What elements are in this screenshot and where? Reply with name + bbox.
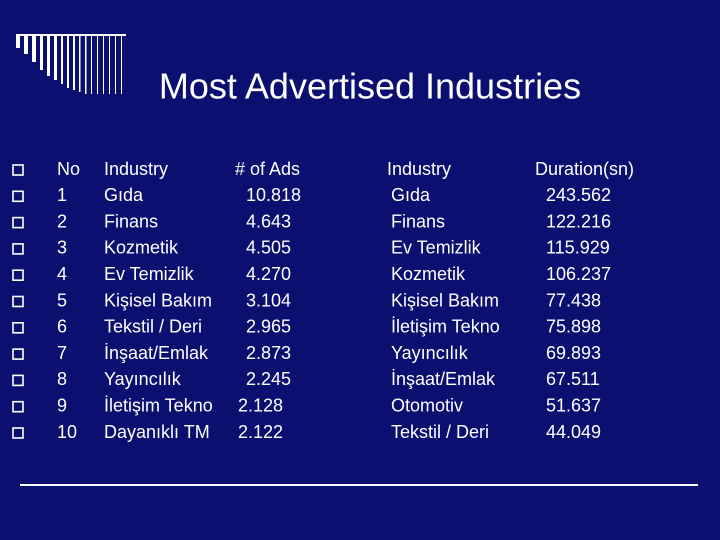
bullet xyxy=(12,400,24,413)
ad-count-cell: 2.965 xyxy=(246,317,291,337)
ad-count-cell: 4.505 xyxy=(246,238,291,258)
ad-count-cell: 4.270 xyxy=(246,264,291,284)
bullet xyxy=(12,348,24,360)
duration-cell: 243.562 xyxy=(546,185,611,205)
industry-cell: Gıda xyxy=(391,185,431,205)
column-header: Industry xyxy=(387,159,451,179)
rank-cell: 1 xyxy=(57,185,67,205)
column-header: Duration(sn) xyxy=(535,159,634,179)
ad-count-cell: 2.873 xyxy=(246,343,291,363)
rank-cell: 10 xyxy=(57,422,77,442)
bullet xyxy=(12,295,24,308)
industry-cell: Kişisel Bakım xyxy=(104,290,212,310)
industry-cell: Tekstil / Deri xyxy=(391,422,489,442)
decoration xyxy=(16,34,126,94)
industry-cell: Finans xyxy=(391,211,445,231)
duration-cell: 44.049 xyxy=(546,422,601,442)
rank-cell: 4 xyxy=(57,264,67,284)
industry-cell: Otomotiv xyxy=(391,395,463,415)
ad-count-cell: 2.245 xyxy=(246,369,291,389)
bullet xyxy=(12,269,24,282)
column-header: # of Ads xyxy=(235,159,300,179)
ad-count-cell: 4.643 xyxy=(246,211,291,231)
industry-cell: Kozmetik xyxy=(391,264,466,284)
industry-cell: Yayıncılık xyxy=(104,369,182,389)
duration-cell: 69.893 xyxy=(546,343,601,363)
ad-count-cell: 2.128 xyxy=(238,395,283,415)
ad-count-cell: 2.122 xyxy=(238,422,283,442)
industry-cell: İletişim Tekno xyxy=(104,395,213,415)
industry-cell: Gıda xyxy=(104,185,144,205)
bullet xyxy=(12,190,24,203)
duration-cell: 122.216 xyxy=(546,211,611,231)
rank-cell: 5 xyxy=(57,290,67,310)
rank-cell: 3 xyxy=(57,238,67,258)
bullet xyxy=(12,243,24,255)
table: No Industry # of Ads Industry Duration(sn) 1 G… xyxy=(12,159,634,442)
industry-cell: İnşaat/Emlak xyxy=(391,369,496,389)
ad-count-cell: 10.818 xyxy=(246,185,301,205)
duration-cell: 75.898 xyxy=(546,317,601,337)
column-header: No xyxy=(57,159,80,179)
bullet xyxy=(12,374,24,387)
industry-cell: Dayanıklı TM xyxy=(104,422,210,442)
rank-cell: 7 xyxy=(57,343,67,363)
industry-cell: Kişisel Bakım xyxy=(391,290,499,310)
rank-cell: 8 xyxy=(57,369,67,389)
slide-title: Most Advertised Industries xyxy=(159,66,581,107)
rank-cell: 9 xyxy=(57,395,67,415)
bullet xyxy=(12,164,24,176)
duration-cell: 106.237 xyxy=(546,264,611,284)
industry-cell: İnşaat/Emlak xyxy=(104,343,209,363)
bullet xyxy=(12,427,24,439)
industry-cell: Ev Temizlik xyxy=(391,238,482,258)
rank-cell: 2 xyxy=(57,211,67,231)
duration-cell: 51.637 xyxy=(546,395,601,415)
bullet xyxy=(12,216,24,229)
rank-cell: 6 xyxy=(57,317,67,337)
bullet xyxy=(12,321,24,334)
industry-cell: Yayıncılık xyxy=(391,343,469,363)
industry-cell: Kozmetik xyxy=(104,238,179,258)
industry-cell: Ev Temizlik xyxy=(104,264,195,284)
duration-cell: 77.438 xyxy=(546,290,601,310)
industry-cell: Finans xyxy=(104,211,158,231)
ad-count-cell: 3.104 xyxy=(246,290,291,310)
duration-cell: 115.929 xyxy=(546,238,610,258)
industry-cell: İletişim Tekno xyxy=(391,317,500,337)
column-header: Industry xyxy=(104,159,168,179)
industry-cell: Tekstil / Deri xyxy=(104,317,202,337)
duration-cell: 67.511 xyxy=(546,369,600,389)
